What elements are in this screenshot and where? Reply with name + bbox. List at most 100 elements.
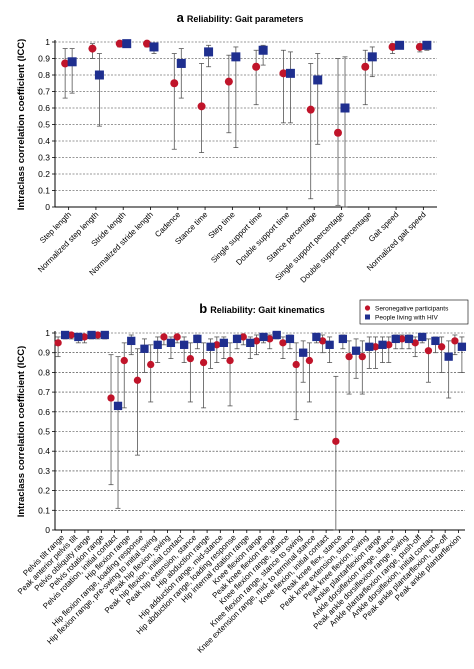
data-point-seronegative [147,360,155,369]
panel-title: b Reliability: Gait kinematics [199,301,325,316]
data-point-hiv [176,58,186,68]
data-point-seronegative [67,331,75,339]
y-tick-label: 0.2 [38,169,50,179]
data-point-hiv [166,338,176,347]
x-tick-label: Stance percentage [265,210,319,264]
data-point-seronegative [88,44,97,53]
data-point-seronegative [115,39,124,48]
data-point-hiv [67,57,77,67]
data-point-hiv [122,39,132,49]
data-point-seronegative [292,360,300,369]
data-point-hiv [312,332,321,342]
legend-marker-hiv [365,314,370,320]
y-tick-label: 1 [45,328,50,338]
data-point-hiv [378,340,387,349]
data-point-seronegative [197,102,206,111]
data-point-hiv [100,330,109,340]
data-point-hiv [285,68,295,78]
data-point-hiv [193,334,202,344]
data-point-seronegative [318,337,327,345]
data-point-seronegative [279,69,288,78]
data-point-hiv [313,75,323,85]
y-tick-label: 0.1 [38,505,50,515]
data-point-hiv [444,352,453,361]
data-point-seronegative [358,352,366,361]
data-point-seronegative [451,337,459,345]
legend: Seronegative participants People living w… [359,299,469,325]
panel-letter: a [177,10,185,25]
legend-label-seronegative: Seronegative participants [375,305,449,312]
y-tick-label: 0.9 [38,54,50,64]
data-point-hiv [204,47,214,57]
y-tick-label: 0.8 [38,367,50,377]
data-point-seronegative [239,333,247,341]
legend-marker-seronegative [364,305,371,311]
data-point-hiv [206,342,215,351]
y-tick-label: 0.4 [38,136,50,146]
y-tick-label: 0 [45,202,50,212]
data-point-seronegative [120,356,128,365]
y-tick-label: 0.1 [38,186,50,196]
y-tick-label: 0.9 [38,348,50,358]
data-point-hiv [232,334,242,344]
data-point-hiv [351,346,361,355]
data-point-hiv [325,340,334,349]
data-point-seronegative [361,62,370,71]
y-axis-label: Intraclass correlation coefficient (ICC) [16,346,27,518]
data-point-seronegative [266,335,274,343]
data-point-hiv [422,40,432,50]
y-tick-label: 1 [45,37,50,47]
panel-title: a Reliability: Gait parameters [177,10,304,25]
y-tick-label: 0.6 [38,407,50,417]
data-point-seronegative [94,331,102,339]
data-point-seronegative [306,105,315,114]
data-point-seronegative [415,42,424,51]
x-tick-label: Single support time [209,210,264,265]
data-point-seronegative [438,343,446,351]
data-point-seronegative [186,354,195,363]
y-tick-label: 0.4 [38,446,50,456]
y-tick-label: 0.3 [38,153,50,163]
data-point-seronegative [226,356,234,365]
data-point-hiv [365,342,374,351]
y-tick-label: 0.2 [38,486,50,496]
data-point-hiv [391,334,400,344]
panel-letter: b [199,301,207,316]
y-tick-label: 0.7 [38,87,50,97]
data-point-hiv [60,330,70,340]
chart-panel-b: b Reliability: Gait kinematics 0 0.1 0.2 0.3 0… [16,299,469,655]
data-point-hiv [299,348,308,357]
data-point-seronegative [385,341,393,349]
data-point-seronegative [388,42,397,51]
data-point-hiv [149,42,159,52]
legend-label-hiv: People living with HIV [375,314,439,321]
y-tick-label: 0.3 [38,466,50,476]
data-point-seronegative [334,128,342,137]
data-point-seronegative [371,343,380,351]
y-tick-label: 0.5 [38,427,50,437]
data-point-seronegative [61,59,70,68]
data-point-hiv [258,45,268,55]
data-point-hiv [231,52,241,62]
legend-box [359,299,469,325]
data-point-seronegative [107,394,115,402]
y-tick-label: 0.6 [38,103,50,113]
data-point-seronegative [279,339,287,347]
data-point-seronegative [170,79,179,88]
data-point-hiv [418,332,427,342]
panel-title-text: Reliability: Gait kinematics [210,305,325,315]
data-point-hiv [153,340,162,349]
data-point-hiv [367,52,377,62]
data-point-hiv [285,334,295,344]
data-point-hiv [404,334,414,344]
data-point-hiv [219,338,228,347]
data-point-seronegative [80,333,89,341]
data-point-seronegative [252,337,261,345]
data-point-hiv [259,332,268,342]
data-point-hiv [113,401,123,411]
panel-title-text: Reliability: Gait parameters [187,14,304,24]
data-point-hiv [431,336,440,346]
y-tick-label: 0.7 [38,387,50,397]
data-point-seronegative [398,335,406,343]
